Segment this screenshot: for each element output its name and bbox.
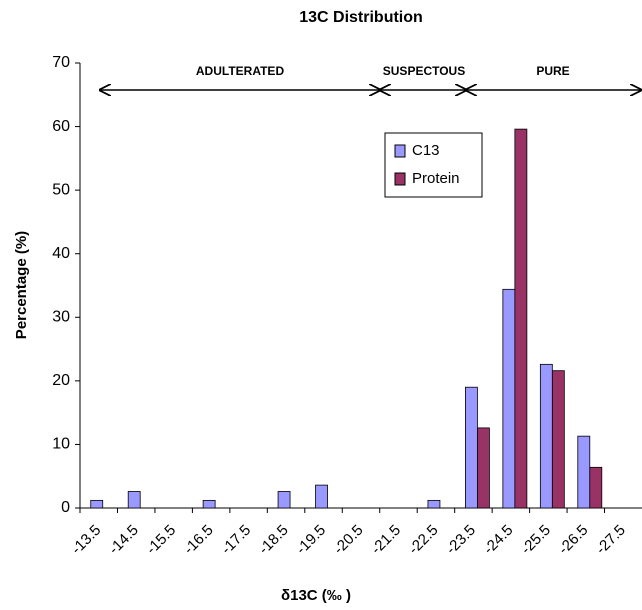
- x-tick-label: -24.5: [480, 522, 516, 558]
- legend-swatch: [394, 172, 406, 186]
- bar: [539, 363, 553, 509]
- legend-swatch: [394, 144, 406, 158]
- y-tick-label: 10: [52, 436, 70, 453]
- x-tick-label: -13.5: [68, 522, 104, 558]
- x-tick-label: -23.5: [443, 522, 479, 558]
- y-tick-label: 60: [52, 118, 70, 135]
- legend-label: C13: [412, 142, 440, 159]
- x-tick-label: -16.5: [181, 522, 217, 558]
- y-tick-label: 70: [52, 54, 70, 71]
- x-tick-label: -22.5: [405, 522, 441, 558]
- bar: [315, 484, 328, 509]
- y-axis-label: Percentage (%): [13, 231, 30, 339]
- x-tick-label: -18.5: [255, 522, 291, 558]
- x-tick-label: -17.5: [218, 522, 254, 558]
- x-tick-label: -15.5: [143, 522, 179, 558]
- x-tick-label: -27.5: [593, 522, 629, 558]
- bar: [464, 386, 478, 509]
- x-tick-label: -14.5: [106, 522, 142, 558]
- bar: [577, 435, 591, 509]
- x-tick-label: -26.5: [555, 522, 591, 558]
- y-tick-label: 20: [52, 372, 70, 389]
- chart-title: 13C Distribution: [299, 9, 423, 26]
- bar: [427, 499, 441, 509]
- annotation: ADULTERATED: [196, 64, 285, 78]
- bar: [502, 288, 516, 509]
- x-tick-label: -25.5: [518, 522, 554, 558]
- x-axis-label: δ13C (‰ ): [281, 587, 351, 604]
- bar: [127, 491, 141, 509]
- bar: [277, 491, 291, 509]
- bar: [476, 427, 490, 509]
- bar: [90, 499, 104, 509]
- y-tick-label: 0: [61, 499, 70, 516]
- y-tick-label: 40: [52, 245, 70, 262]
- y-tick-label: 30: [52, 309, 70, 326]
- x-tick-label: -21.5: [368, 522, 404, 558]
- bar: [551, 370, 565, 509]
- bar: [589, 466, 603, 509]
- bar: [202, 499, 216, 509]
- x-tick-label: -19.5: [293, 522, 329, 558]
- bar: [514, 128, 528, 509]
- y-tick-label: 50: [52, 181, 70, 198]
- annotation: SUSPECTOUS: [383, 64, 465, 78]
- x-tick-label: -20.5: [330, 522, 366, 558]
- annotation: PURE: [536, 64, 569, 78]
- legend-box: [384, 132, 483, 198]
- legend-label: Protein: [412, 170, 460, 187]
